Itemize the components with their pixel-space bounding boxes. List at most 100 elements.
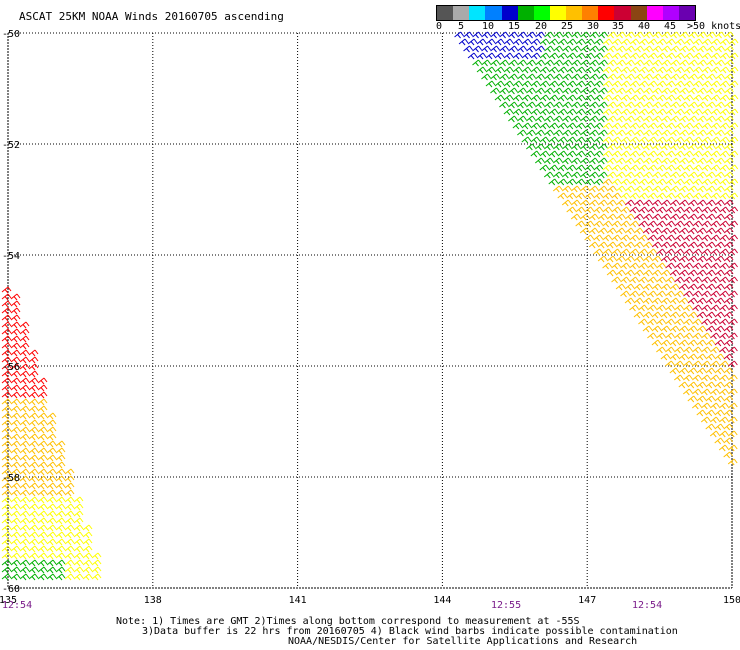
wind-barb (490, 87, 500, 95)
wind-barb (669, 283, 680, 291)
wind-barb (611, 178, 622, 186)
wind-barb (508, 59, 518, 67)
wind-barb (701, 38, 712, 46)
wind-barb (37, 412, 48, 420)
wind-barb (620, 122, 631, 130)
wind-barb (615, 255, 626, 263)
wind-barb (692, 150, 703, 158)
wind-barb (638, 304, 648, 312)
wind-barb (10, 482, 21, 490)
wind-barb (670, 73, 680, 81)
wind-barb (1, 559, 12, 567)
wind-barb (490, 45, 500, 53)
wind-barb (696, 367, 707, 375)
wind-barb (19, 566, 30, 574)
wind-barb (19, 503, 30, 511)
wind-barb (602, 234, 613, 242)
wind-barb (593, 52, 604, 60)
wind-barb (723, 451, 734, 459)
wind-barb (1, 440, 12, 448)
wind-barb (701, 52, 712, 60)
wind-barb (714, 227, 725, 235)
wind-barb (625, 129, 635, 137)
wind-barb (55, 447, 66, 455)
wind-barb (46, 433, 57, 441)
wind-barb (602, 52, 613, 60)
wind-barb (10, 433, 21, 441)
wind-barb (652, 101, 662, 109)
wind-barb (688, 59, 698, 67)
wind-barb (692, 318, 702, 326)
wind-barb (633, 297, 644, 305)
wind-barb (660, 213, 671, 221)
wind-barb (571, 115, 581, 123)
wind-barb (490, 31, 500, 39)
wind-barb (683, 262, 693, 270)
wind-barb (64, 545, 75, 553)
wind-barb (638, 80, 649, 88)
wind-barb (719, 360, 729, 368)
wind-barb (710, 234, 721, 242)
wind-barb (642, 227, 653, 235)
wind-barb (64, 524, 75, 532)
wind-barb (647, 234, 658, 242)
wind-barb (715, 45, 725, 53)
wind-barb (665, 304, 675, 312)
wind-barb (669, 227, 680, 235)
wind-barb (1, 363, 12, 371)
wind-barb (728, 136, 739, 144)
wind-barb (10, 468, 21, 476)
wind-barb (46, 573, 57, 581)
wind-barb (714, 241, 725, 249)
wind-barb (647, 38, 658, 46)
legend-label: >50 knots (687, 21, 740, 32)
wind-barb (683, 346, 693, 354)
wind-barb (73, 517, 84, 525)
wind-barb (548, 136, 559, 144)
wind-barb (28, 433, 39, 441)
wind-barb (705, 381, 716, 389)
wind-barb (625, 59, 635, 67)
wind-barb (1, 538, 12, 546)
wind-barb (710, 52, 721, 60)
wind-barb (606, 227, 617, 235)
wind-barb (73, 524, 84, 532)
wind-barb (706, 73, 716, 81)
wind-barb (1, 335, 12, 343)
wind-barb (665, 248, 676, 256)
wind-barb (665, 192, 676, 200)
wind-barb (566, 66, 577, 74)
wind-barb (28, 524, 39, 532)
wind-barb (584, 192, 595, 200)
wind-barb (697, 87, 707, 95)
wind-barb (665, 150, 676, 158)
wind-barb (19, 496, 30, 504)
wind-barb (683, 332, 693, 340)
wind-barb (728, 262, 738, 270)
wind-barb (629, 150, 640, 158)
legend-label: 25 (561, 21, 574, 32)
wind-barb (575, 206, 586, 214)
wind-barb (647, 248, 658, 256)
wind-barb (620, 262, 630, 270)
wind-barb (683, 66, 694, 74)
wind-barb (706, 87, 716, 95)
wind-barb (723, 409, 734, 417)
wind-barb (28, 531, 39, 539)
wind-barb (46, 475, 57, 483)
wind-barb (701, 122, 712, 130)
wind-barb (91, 559, 102, 567)
wind-barb (566, 122, 577, 130)
wind-barb (665, 108, 676, 116)
wind-barb (1, 503, 12, 511)
wind-barb (91, 573, 102, 581)
wind-barb (692, 136, 703, 144)
wind-barb (656, 136, 667, 144)
wind-barb (28, 517, 39, 525)
wind-barb (562, 45, 572, 53)
wind-barb (28, 489, 39, 497)
wind-barb (624, 185, 635, 193)
wind-barb (687, 185, 698, 193)
wind-barb (710, 94, 721, 102)
wind-barb (593, 38, 604, 46)
